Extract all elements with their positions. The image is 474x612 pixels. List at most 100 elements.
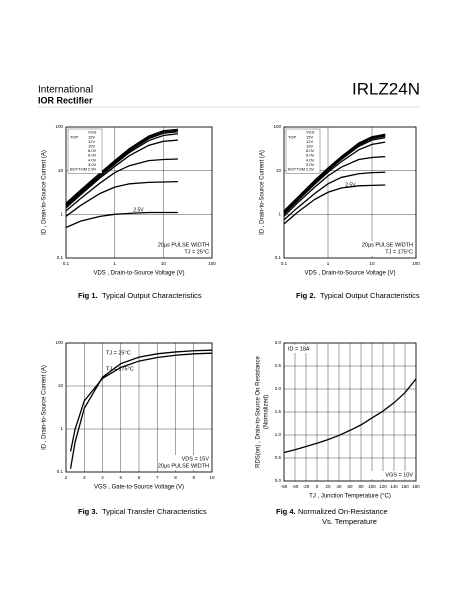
legend-bottom-label: BOTTOM (70, 167, 87, 172)
x-tick-label: 40 (336, 484, 342, 489)
y-tick-label: 1.5 (275, 409, 282, 414)
x-tick-label: 100 (412, 261, 420, 266)
note: 20µs PULSE WIDTH (362, 242, 413, 248)
legend-entry: 8.0V (88, 148, 97, 153)
x-axis-label: VDS , Drain-to-Source Voltage (V) (93, 271, 184, 277)
y-tick-label: 2.0 (275, 386, 282, 391)
legend-top-label: TOP (70, 134, 78, 139)
x-tick-label: 10 (161, 261, 167, 266)
curve (283, 141, 386, 215)
legend-title: VGS (88, 130, 97, 135)
x-tick-label: 100 (368, 484, 376, 489)
figure-label: Fig 3. (78, 507, 98, 516)
x-tick-label: 160 (401, 484, 409, 489)
y-axis-label: RDS(on) , Drain-to-Source On Resistance (256, 355, 262, 467)
curve (283, 184, 386, 225)
legend-entry: 12V (306, 139, 313, 144)
note: 20µs PULSE WIDTH (158, 242, 209, 248)
x-tick-label: 1 (327, 261, 330, 266)
y-axis-label: ID , Drain-to-Source Current (A) (42, 150, 48, 235)
legend-entry: 3.0V (88, 162, 97, 167)
x-tick-label: 5 (119, 475, 122, 480)
y-axis-label: ID , Drain-to-Source Current (A) (260, 150, 266, 235)
figure-label: Fig 2. (296, 291, 316, 300)
y-tick-label: 1 (60, 212, 63, 217)
x-axis-label: VGS , Gate-to-Source Voltage (V) (94, 485, 184, 491)
figure-caption: Vs. Temperature (322, 517, 377, 526)
curve (283, 155, 386, 217)
figure-label: Fig 1. (78, 291, 98, 300)
y-tick-label: 0.1 (57, 255, 64, 260)
legend-entry: 2.5V (306, 167, 315, 172)
note: 20µs PULSE WIDTH (158, 463, 209, 469)
x-tick-label: 60 (347, 484, 353, 489)
legend-entry: 3.0V (306, 162, 315, 167)
x-tick-label: 20 (325, 484, 331, 489)
x-tick-label: 80 (358, 484, 364, 489)
legend-bottom-label: BOTTOM (288, 167, 305, 172)
x-tick-label: -60 (281, 484, 288, 489)
y-axis-label: (Normalized) (264, 395, 270, 429)
y-axis-label: ID , Drain-to-Source Current (A) (42, 365, 48, 450)
x-tick-label: 4 (101, 475, 104, 480)
figure-caption: Typical Output Characteristics (102, 291, 202, 300)
note-box (370, 471, 414, 479)
x-tick-label: 6 (138, 475, 141, 480)
y-tick-label: 100 (55, 124, 63, 129)
y-tick-label: 2.5 (275, 363, 282, 368)
x-tick-label: 1 (113, 261, 116, 266)
legend-entry: 8.0V (306, 148, 315, 153)
y-tick-label: 10 (276, 168, 282, 173)
note-box (370, 241, 414, 256)
curve (283, 137, 386, 214)
curve (65, 158, 179, 212)
legend-entry: 10V (88, 144, 95, 149)
part-number: IRLZ24N (352, 79, 420, 98)
curve (283, 171, 386, 221)
x-tick-label: 0.1 (63, 261, 70, 266)
legend-entry: 12V (88, 139, 95, 144)
y-tick-label: 100 (273, 124, 281, 129)
curve (69, 352, 213, 452)
series-label: TJ = 25°C (106, 350, 131, 356)
curve-label: 2.5V (133, 208, 144, 214)
y-tick-label: 1.0 (275, 432, 282, 437)
y-tick-label: 3.0 (275, 340, 282, 345)
y-tick-label: 0.0 (275, 478, 282, 483)
y-tick-label: 1 (60, 426, 63, 431)
x-axis-label: TJ , Junction Temperature (°C) (309, 494, 391, 500)
figure-caption: Typical Transfer Characteristics (102, 507, 207, 516)
legend-entry: 15V (306, 134, 313, 139)
y-tick-label: 1 (278, 212, 281, 217)
x-tick-label: 180 (412, 484, 420, 489)
figure-caption: Normalized On-Resistance (298, 507, 388, 516)
x-tick-label: 2 (65, 475, 68, 480)
x-tick-label: 0.1 (281, 261, 288, 266)
curve (65, 181, 178, 217)
legend-top-label: TOP (288, 134, 296, 139)
legend-box (67, 128, 103, 174)
legend-title: VGS (306, 130, 315, 135)
note-box (166, 241, 210, 256)
x-tick-label: 9 (192, 475, 195, 480)
x-tick-label: 7 (156, 475, 159, 480)
figure-label: Fig 4. (276, 507, 296, 516)
legend-entry: 6.0V (88, 153, 97, 158)
x-tick-label: 10 (209, 475, 215, 480)
x-tick-label: 10 (369, 261, 375, 266)
curve (283, 378, 417, 454)
y-tick-label: 10 (58, 383, 64, 388)
legend-entry: 2.5V (88, 167, 97, 172)
note: VGS = 10V (385, 472, 413, 478)
note: ID = 18A (288, 346, 310, 352)
x-axis-label: VDS , Drain-to-Source Voltage (V) (304, 271, 395, 277)
curve (65, 128, 179, 204)
curve (283, 135, 386, 213)
x-tick-label: -20 (303, 484, 310, 489)
curve (65, 133, 179, 208)
legend-entry: 4.0V (306, 157, 315, 162)
y-tick-label: 0.1 (275, 255, 282, 260)
x-tick-label: 140 (390, 484, 398, 489)
curve-label: 2.5V (345, 182, 356, 188)
